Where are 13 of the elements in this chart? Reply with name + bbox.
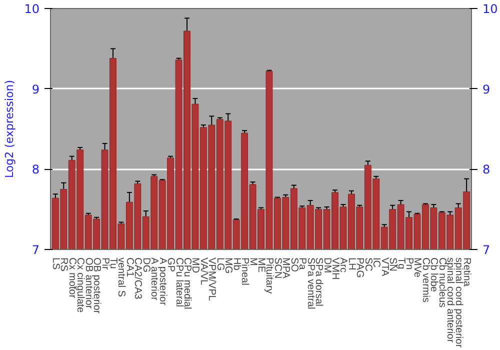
y-tick-label: 10 xyxy=(24,2,40,16)
y-axis-title: Log2 (expression) xyxy=(3,80,16,178)
y2-tick-label: 10 xyxy=(482,2,498,16)
x-tick-label: Pituitary xyxy=(264,258,275,294)
y2-tick-label: 7 xyxy=(482,243,490,257)
x-tick-label: CA1 xyxy=(124,258,135,278)
y-tick-label: 8 xyxy=(32,162,40,177)
y-tick-label: 7 xyxy=(32,243,40,257)
x-tick-label: LS xyxy=(50,258,61,270)
x-tick-label: Tg xyxy=(395,258,406,270)
y2-tick-label: 8 xyxy=(482,162,490,177)
y-tick-label: 9 xyxy=(32,82,40,96)
y2-tick-label: 9 xyxy=(482,82,490,96)
